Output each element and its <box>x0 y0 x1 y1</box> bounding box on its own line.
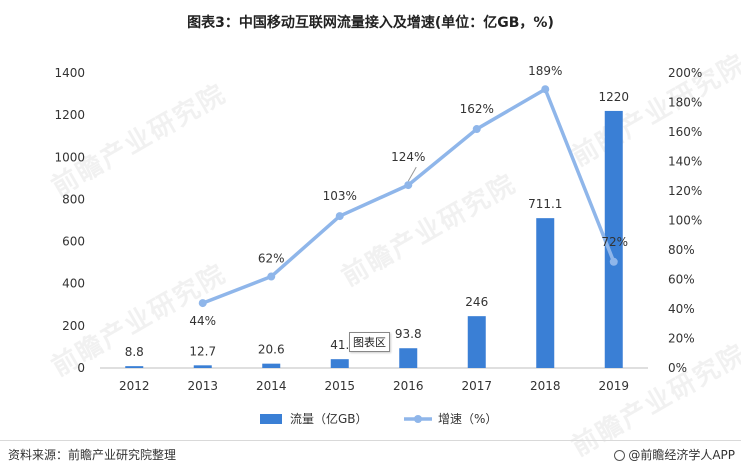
bar-data-label: 246 <box>465 295 488 309</box>
y-left-tick-label: 600 <box>62 235 85 249</box>
y-left-tick-label: 0 <box>77 361 85 375</box>
brand-text: @前瞻经济学人APP <box>628 448 735 462</box>
line-point <box>472 125 481 134</box>
bar-data-label: 711.1 <box>528 197 562 211</box>
line-point <box>541 85 550 94</box>
bar <box>399 348 418 368</box>
y-right-tick-label: 200% <box>668 66 702 80</box>
x-tick-label: 2014 <box>256 379 287 393</box>
brand-label: @前瞻经济学人APP <box>614 446 735 463</box>
bar-data-label: 8.8 <box>125 345 144 359</box>
line-data-label: 44% <box>189 314 216 328</box>
chart-title: 图表3：中国移动互联网流量接入及增速(单位：亿GB，%) <box>187 15 554 31</box>
bar-data-label: 20.6 <box>258 343 285 357</box>
line-point <box>198 299 207 308</box>
y-left-tick-label: 1400 <box>54 66 85 80</box>
tooltip: 图表区 <box>349 332 390 352</box>
bar <box>125 366 144 368</box>
line-data-label: 103% <box>323 189 357 203</box>
line-point <box>335 212 344 221</box>
x-tick-label: 2017 <box>461 379 492 393</box>
y-right-tick-label: 20% <box>668 332 695 346</box>
x-tick-label: 2012 <box>119 379 150 393</box>
legend-swatch-bar <box>260 414 282 424</box>
y-right-tick-label: 40% <box>668 302 695 316</box>
brand-logo-icon <box>614 450 626 461</box>
bar-data-label: 1220 <box>598 90 629 104</box>
y-right-tick-label: 0% <box>668 361 687 375</box>
bar <box>536 218 555 368</box>
legend-marker-line <box>414 415 422 423</box>
y-left-tick-label: 1200 <box>54 108 85 122</box>
y-left-tick-label: 400 <box>62 277 85 291</box>
y-right-tick-label: 140% <box>668 155 702 169</box>
line-data-label: 72% <box>601 235 628 249</box>
line-data-label: 189% <box>528 64 562 78</box>
label-leader-line <box>407 166 417 182</box>
bar <box>604 110 623 368</box>
y-right-tick-label: 80% <box>668 243 695 257</box>
y-right-tick-label: 180% <box>668 96 702 110</box>
x-tick-label: 2016 <box>393 379 424 393</box>
bar <box>262 363 281 368</box>
bar <box>330 359 349 368</box>
y-left-tick-label: 200 <box>62 319 85 333</box>
x-tick-label: 2013 <box>187 379 218 393</box>
bar-data-label: 41. <box>330 338 349 352</box>
y-right-tick-label: 100% <box>668 214 702 228</box>
source-note: 资料来源：前瞻产业研究院整理 <box>8 448 177 462</box>
y-right-tick-label: 160% <box>668 125 702 139</box>
bar-data-label: 12.7 <box>189 344 216 358</box>
line-point <box>609 257 618 266</box>
y-left-tick-label: 800 <box>62 192 85 206</box>
x-tick-label: 2015 <box>324 379 355 393</box>
bar <box>467 316 486 368</box>
legend-label-line: 增速（%） <box>438 412 497 426</box>
legend-label-bar: 流量（亿GB） <box>290 411 368 426</box>
line-point <box>267 272 276 281</box>
bar-data-label: 93.8 <box>395 327 422 341</box>
x-tick-label: 2019 <box>598 379 629 393</box>
line-point <box>404 181 413 190</box>
line-data-label: 124% <box>391 150 425 164</box>
y-right-tick-label: 120% <box>668 184 702 198</box>
y-right-tick-label: 60% <box>668 273 695 287</box>
bar <box>193 365 212 368</box>
x-tick-label: 2018 <box>530 379 561 393</box>
line-data-label: 162% <box>460 102 494 116</box>
y-left-tick-label: 1000 <box>54 150 85 164</box>
divider <box>0 440 741 441</box>
line-data-label: 62% <box>258 252 285 266</box>
